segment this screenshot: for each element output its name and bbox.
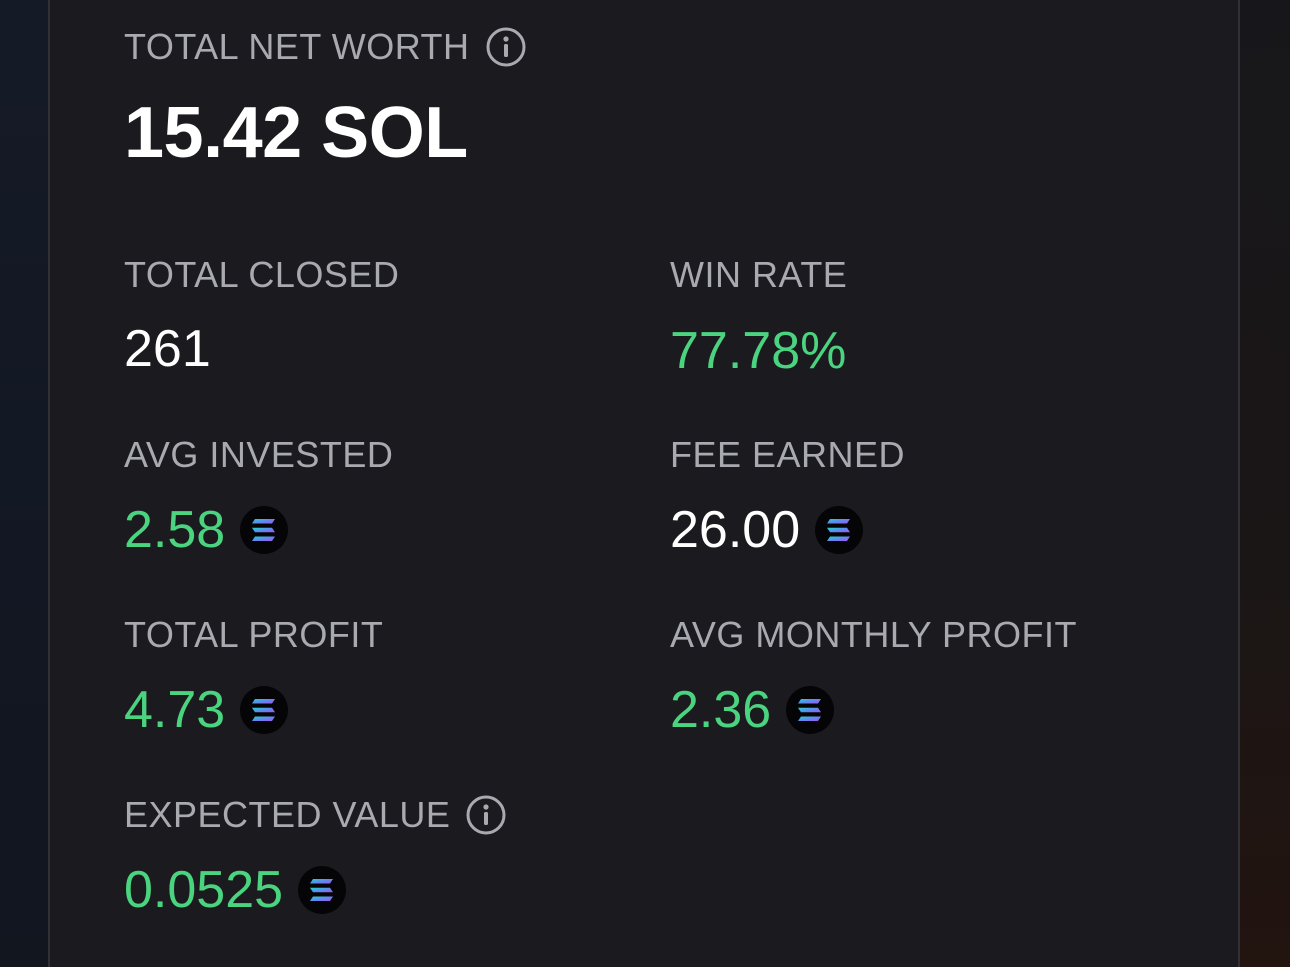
fee-earned-value: 26.00 (670, 500, 864, 560)
fee-earned-number: 26.00 (670, 501, 801, 559)
net-worth-value: 15.42 SOL (124, 93, 468, 173)
info-icon[interactable] (486, 27, 526, 67)
total-profit-number: 4.73 (124, 681, 226, 739)
avg-invested-value: 2.58 (124, 500, 289, 560)
expected-value-label-row: EXPECTED VALUE (124, 794, 506, 836)
total-closed-label: TOTAL CLOSED (124, 254, 400, 295)
avg-invested-label: AVG INVESTED (124, 434, 394, 475)
background-right (1240, 0, 1290, 967)
avg-monthly-profit-label: AVG MONTHLY PROFIT (670, 614, 1078, 655)
avg-invested-number: 2.58 (124, 501, 226, 559)
expected-value-label: EXPECTED VALUE (124, 794, 451, 835)
solana-icon (785, 685, 835, 735)
total-profit-label: TOTAL PROFIT (124, 614, 384, 655)
win-rate-value: 77.78% (670, 321, 846, 381)
solana-icon (297, 865, 347, 915)
info-icon[interactable] (466, 795, 506, 835)
net-worth-label-row: TOTAL NET WORTH (124, 26, 526, 68)
avg-monthly-profit-number: 2.36 (670, 681, 772, 739)
solana-icon (239, 685, 289, 735)
solana-icon (239, 505, 289, 555)
total-closed-value: 261 (124, 319, 211, 379)
solana-icon (814, 505, 864, 555)
net-worth-label: TOTAL NET WORTH (124, 26, 470, 67)
win-rate-number: 77.78% (670, 322, 847, 380)
total-closed-number: 261 (124, 320, 211, 378)
fee-earned-label: FEE EARNED (670, 434, 906, 475)
expected-value-value: 0.0525 (124, 860, 347, 920)
win-rate-label: WIN RATE (670, 254, 848, 295)
avg-monthly-profit-value: 2.36 (670, 680, 835, 740)
total-profit-value: 4.73 (124, 680, 289, 740)
expected-value-number: 0.0525 (124, 861, 284, 919)
background-left (0, 0, 50, 967)
portfolio-stats-card: TOTAL NET WORTH 15.42 SOL TOTAL CLOSED 2… (48, 0, 1240, 967)
